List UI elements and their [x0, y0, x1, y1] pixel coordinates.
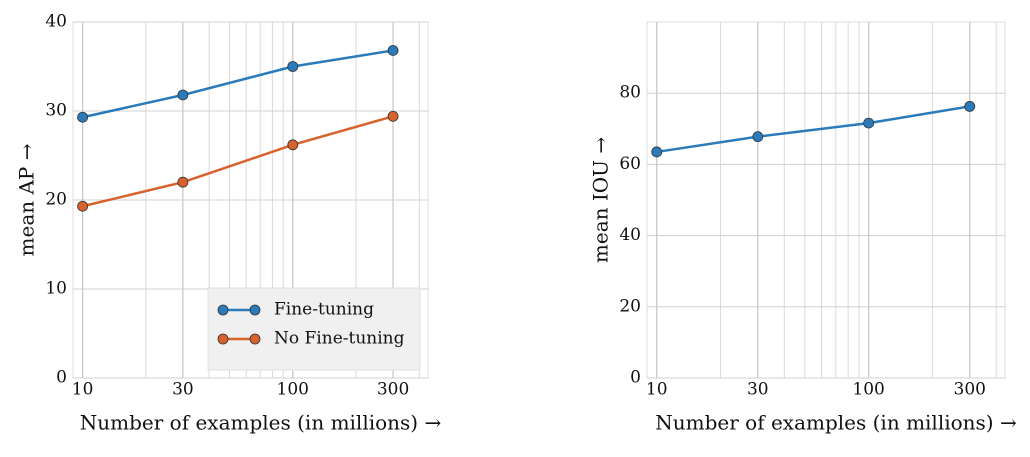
x-tick-label: 100 [277, 380, 309, 400]
y-tick-label: 0 [56, 368, 67, 388]
series-line [656, 105, 970, 154]
data-point [287, 61, 299, 72]
legend-box [207, 287, 421, 371]
data-point [651, 146, 663, 158]
legend-marker [217, 333, 229, 345]
y-tick-label: 20 [45, 190, 67, 210]
data-point [287, 139, 299, 151]
x-tick-label: 300 [954, 380, 986, 400]
y-tick-label: 80 [619, 83, 641, 103]
y-tick-label: 40 [619, 225, 641, 245]
y-tick-label: 60 [619, 154, 641, 174]
y-tick-label: 10 [45, 279, 67, 299]
data-point [387, 45, 399, 56]
x-tick-label: 300 [377, 380, 409, 400]
legend-marker [249, 333, 261, 345]
x-tick-label: 10 [72, 380, 94, 400]
data-point [863, 117, 875, 129]
y-tick-label: 20 [619, 296, 641, 316]
series-line [82, 49, 394, 119]
legend-marker [249, 304, 261, 316]
y-axis-title: mean IOU → [589, 137, 613, 263]
data-point [77, 200, 89, 212]
data-point [387, 110, 399, 122]
x-tick-label: 30 [172, 380, 194, 400]
chart-panel: 0 20 40 60 80 10 30 100 300 Number of examples (i… [589, 21, 1017, 435]
legend-marker [217, 304, 229, 316]
y-tick-label: 0 [630, 368, 641, 388]
data-point [77, 111, 89, 123]
x-tick-label: 10 [646, 380, 668, 400]
x-axis-title: Number of examples (in millions) → [655, 411, 1017, 435]
x-tick-label: 30 [747, 380, 769, 400]
series-line [82, 115, 394, 208]
data-point [752, 131, 764, 143]
x-axis-title: Number of examples (in millions) → [80, 411, 442, 435]
y-axis-title: mean AP → [15, 143, 39, 256]
legend-label: Fine-tuning [274, 300, 374, 320]
data-point [177, 176, 189, 188]
data-point [964, 100, 976, 112]
plot-area [646, 21, 1006, 379]
legend-label: No Fine-tuning [274, 329, 405, 349]
y-tick-label: 30 [45, 101, 67, 121]
x-tick-label: 100 [852, 380, 884, 400]
data-point [177, 89, 189, 101]
y-tick-label: 40 [45, 12, 67, 32]
